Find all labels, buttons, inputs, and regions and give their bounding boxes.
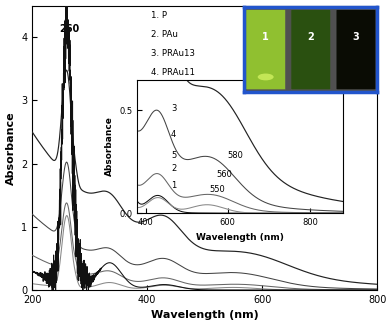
- X-axis label: Wavelength (nm): Wavelength (nm): [151, 310, 259, 320]
- Text: 5. PRAu31: 5. PRAu31: [151, 87, 195, 96]
- Y-axis label: Absorbance: Absorbance: [5, 111, 16, 185]
- Text: 4. PRAu11: 4. PRAu11: [151, 68, 195, 77]
- Text: 3. PRAu13: 3. PRAu13: [151, 49, 195, 58]
- Text: 1. P: 1. P: [151, 11, 167, 20]
- Text: 2. PAu: 2. PAu: [151, 30, 178, 39]
- Text: 260: 260: [60, 24, 80, 34]
